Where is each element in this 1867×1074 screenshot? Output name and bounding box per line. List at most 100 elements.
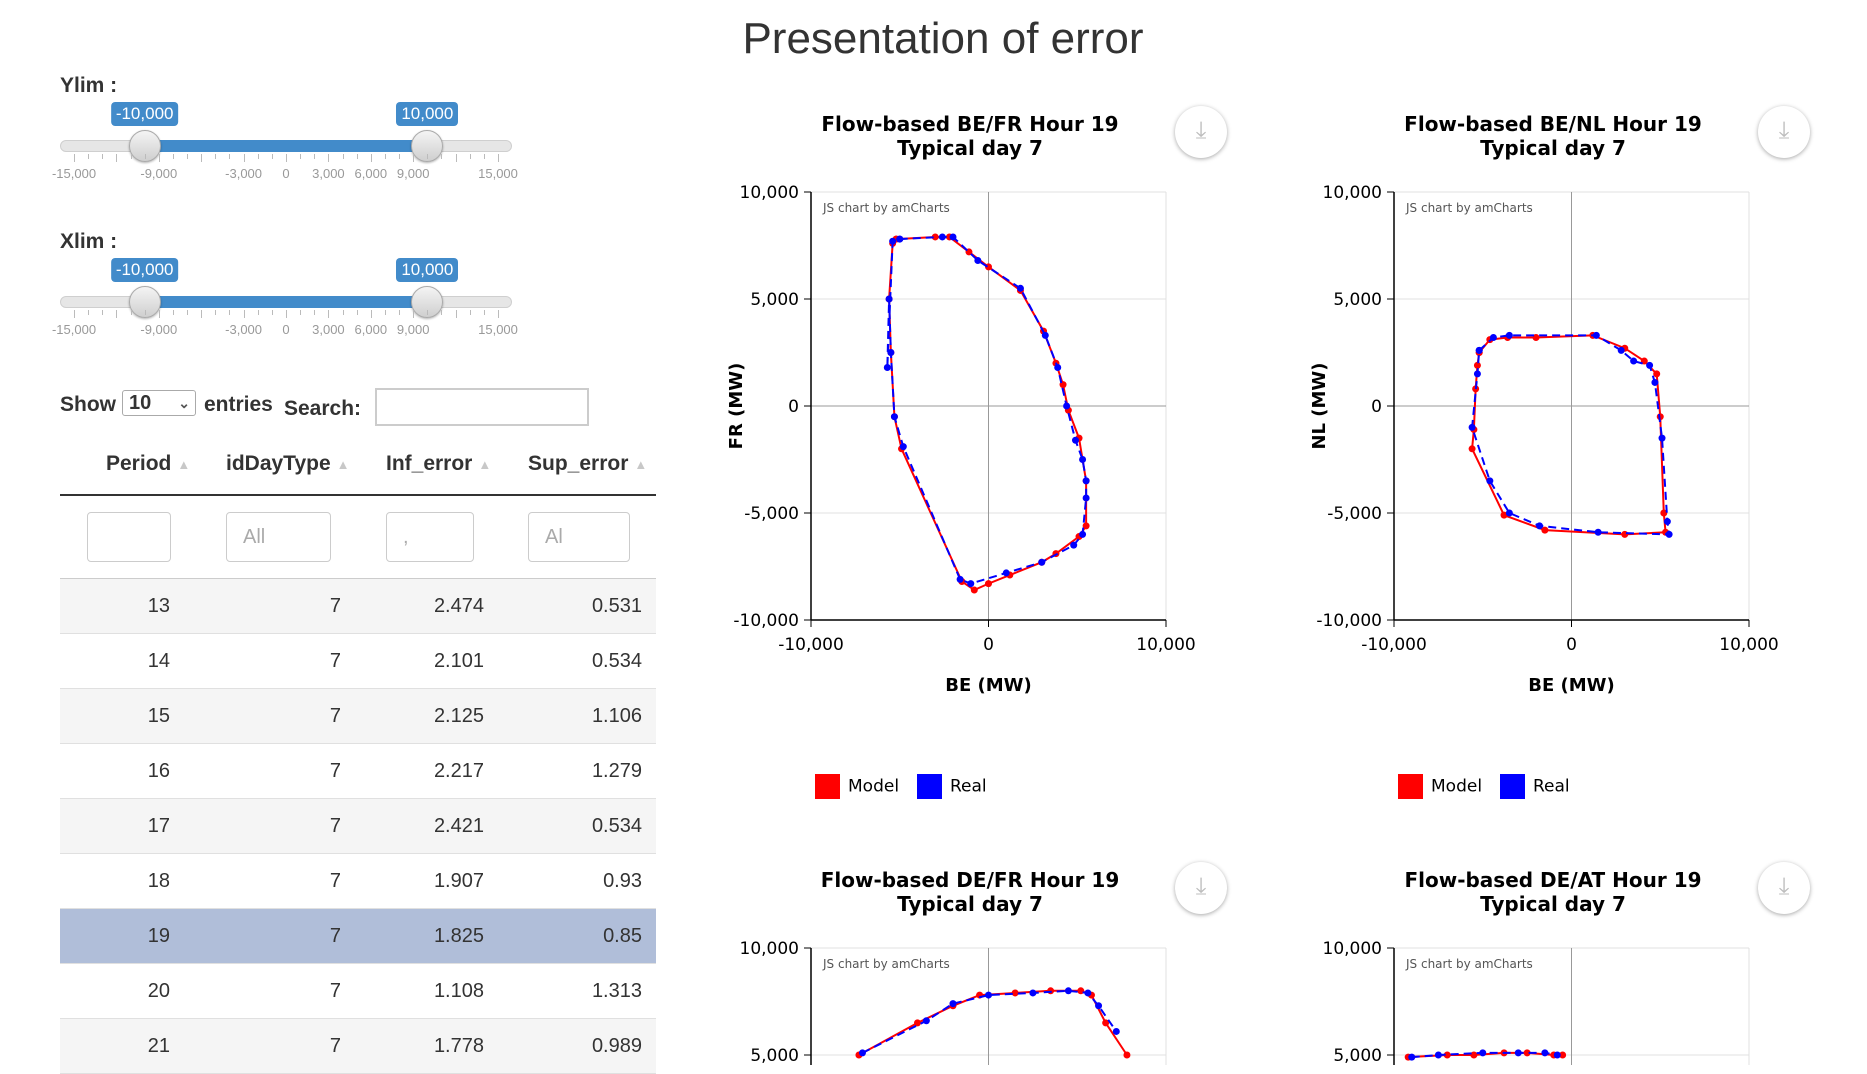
data-point-real [889, 237, 897, 245]
table-cell-period: 13 [147, 595, 170, 617]
slider-minor-tick [356, 310, 358, 315]
table-cell-inf-error: 2.101 [433, 650, 484, 672]
data-point-model [1102, 1019, 1110, 1027]
slider-minor-tick [74, 310, 75, 315]
search-label: Search: [284, 397, 362, 420]
data-point-real [1054, 363, 1062, 371]
data-point-real [922, 1017, 930, 1025]
data-point-real [1408, 1053, 1416, 1061]
data-point-model [1532, 334, 1540, 342]
column-header-period[interactable]: Period ▲︎ [106, 452, 191, 475]
slider-minor-tick [229, 310, 231, 315]
table-row[interactable]: 18 7 1.907 0.93 [60, 854, 656, 909]
table-cell-sup-error: 0.534 [591, 815, 642, 837]
series-line-model [1471, 334, 1667, 536]
xlim-ticks: -15,000 -9,000 -3,000 0 3,000 6,000 9,000 15,00… [52, 310, 520, 340]
table-row[interactable]: 17 7 2.421 0.534 [60, 799, 656, 854]
data-point-real [1646, 361, 1654, 369]
xlim-high-value: 10,000 [396, 258, 459, 282]
data-point-real [1064, 987, 1072, 995]
chart-title: Flow-based BE/FR Hour 19 Typical day 7 [821, 112, 1119, 160]
legend-item-real[interactable]: Real [917, 774, 987, 799]
table-cell-inf-error: 2.125 [433, 705, 484, 727]
data-point-real [887, 349, 895, 356]
table-cell-sup-error: 0.534 [591, 650, 642, 672]
data-point-model [1660, 509, 1668, 517]
data-point-real [967, 580, 975, 588]
table-row[interactable]: 21 7 1.778 0.989 [60, 1019, 656, 1074]
filter-divider [60, 578, 656, 579]
filter-sup-error[interactable]: Al [528, 512, 630, 562]
chart-de-at: Flow-based DE/AT Hour 19 Typical day 7 ⤓ … [1283, 756, 1823, 1065]
slider-minor-tick [172, 154, 174, 159]
filter-inf-error[interactable]: , [386, 512, 474, 562]
ylim-low-value: -10,000 [110, 102, 179, 126]
slider-minor-tick [370, 310, 372, 315]
ylim-ticks: -15,000 -9,000 -3,000 0 3,000 6,000 9,000 15,00… [52, 154, 520, 184]
chart-title: Flow-based BE/NL Hour 19 Typical day 7 [1404, 112, 1702, 160]
legend-item-real[interactable]: Real [1500, 774, 1570, 799]
table-row[interactable]: 19 7 1.825 0.85 [60, 909, 656, 964]
download-icon: ⤓ [1778, 873, 1790, 900]
data-point-real [1082, 494, 1090, 502]
slider-tick-label: 6,000 [354, 166, 388, 181]
column-header-inf-error[interactable]: Inf_error ▲︎ [386, 452, 492, 475]
legend-swatch-real [1500, 774, 1525, 799]
data-point-model [1621, 530, 1629, 538]
table-row[interactable]: 14 7 2.101 0.534 [60, 634, 656, 689]
filter-iddaytype[interactable]: All [226, 512, 331, 562]
y-tick-label: -10,000 [733, 611, 799, 631]
slider-minor-tick [215, 154, 217, 159]
y-tick-label: 10,000 [740, 939, 799, 959]
ylim-slider[interactable]: Ylim : -10,000 10,000 -15,000 -9,000 -3,00… [52, 74, 540, 194]
table-cell-iddaytype: 7 [329, 815, 341, 837]
x-tick-label: 10,000 [1719, 635, 1778, 655]
download-button[interactable]: ⤓ [1175, 106, 1227, 158]
download-button[interactable]: ⤓ [1175, 862, 1227, 914]
search-input[interactable] [375, 388, 589, 426]
slider-tick-label: 15,000 [478, 166, 518, 181]
data-point-real [1016, 284, 1024, 292]
download-button[interactable]: ⤓ [1758, 862, 1810, 914]
slider-tick-label: 3,000 [312, 322, 345, 337]
table-row[interactable]: 13 7 2.474 0.531 [60, 579, 656, 634]
column-header-iddaytype[interactable]: idDayType ▲︎ [226, 452, 350, 475]
data-point-real [1505, 331, 1513, 339]
xlim-low-handle[interactable] [128, 286, 161, 318]
table-row[interactable]: 15 7 2.125 1.106 [60, 689, 656, 744]
y-tick-label: -10,000 [1316, 611, 1382, 631]
xlim-slider[interactable]: Xlim : -10,000 10,000 -15,000 -9,000 -3,00… [52, 230, 540, 350]
data-point-real [1041, 331, 1049, 339]
slider-minor-tick [328, 154, 330, 159]
data-point-real [949, 233, 957, 241]
legend-item-model[interactable]: Model [1398, 774, 1482, 799]
table-cell-iddaytype: 7 [329, 705, 341, 727]
ylim-high-value: 10,000 [396, 102, 459, 126]
page-title: Presentation of error [742, 14, 1144, 63]
table-row[interactable]: 20 7 1.108 1.313 [60, 964, 656, 1019]
slider-minor-tick [158, 310, 160, 315]
download-button[interactable]: ⤓ [1758, 106, 1810, 158]
legend-item-model[interactable]: Model [815, 774, 899, 799]
slider-minor-tick [215, 310, 217, 315]
data-point-model [931, 233, 939, 241]
data-point-real [890, 413, 898, 421]
data-point-model [1559, 1051, 1567, 1059]
table-row[interactable]: 16 7 2.217 1.279 [60, 744, 656, 799]
y-tick-label: -5,000 [1327, 504, 1382, 524]
legend-swatch-model [1398, 774, 1423, 799]
data-point-real [1665, 530, 1673, 538]
y-tick-label: 5,000 [1333, 1046, 1382, 1065]
entries-length-select[interactable]: 10 ⌄ [122, 390, 196, 416]
data-point-real [1079, 456, 1087, 463]
column-header-sup-error[interactable]: Sup_error ▲︎ [528, 452, 648, 475]
filter-period[interactable] [87, 512, 171, 562]
slider-minor-tick [88, 154, 90, 159]
slider-tick-label: -15,000 [51, 166, 97, 181]
ylim-label: Ylim : [60, 74, 118, 97]
table-cell-inf-error: 1.825 [433, 925, 484, 947]
data-point-model [1653, 370, 1661, 378]
y-tick-label: 0 [1371, 397, 1382, 417]
slider-minor-tick [399, 310, 401, 315]
y-tick-label: 5,000 [1333, 290, 1382, 310]
